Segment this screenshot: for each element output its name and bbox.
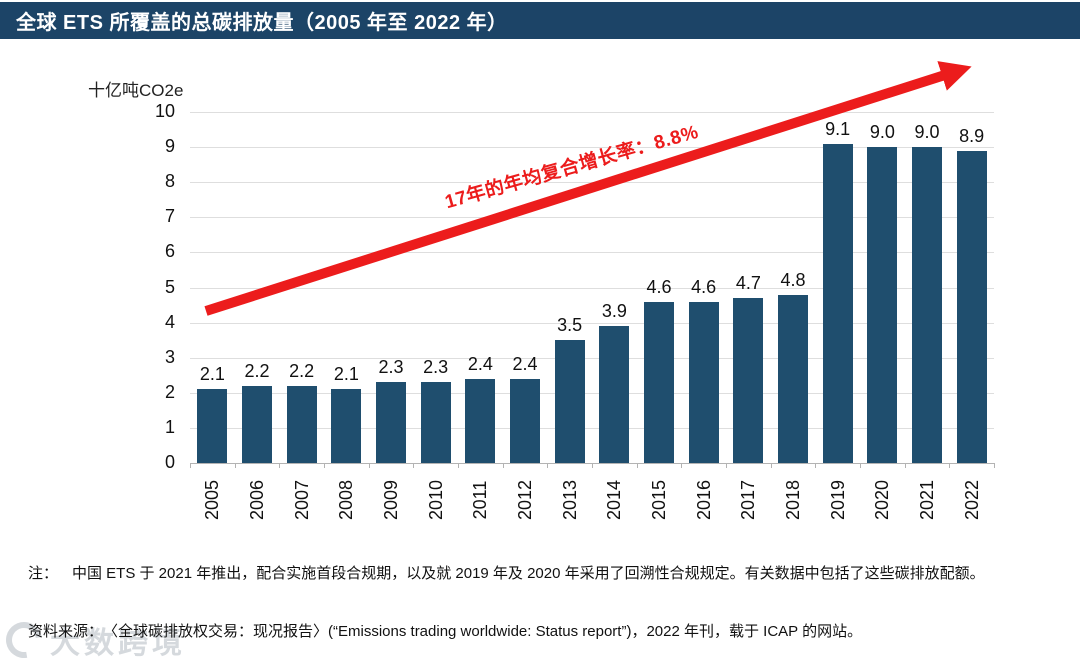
x-tick-label: 2007 [291, 479, 312, 521]
x-tick-label: 2020 [872, 479, 893, 521]
bar [688, 301, 719, 463]
bar-value-label: 2.1 [199, 364, 225, 385]
axis-tick [502, 463, 504, 468]
x-tick-label: 2022 [961, 479, 982, 521]
bar-value-label: 2.4 [467, 353, 493, 374]
x-axis-tick-labels: 2005 2006 2007 2008 2009 2010 2011 2012 2013 2014… [190, 467, 994, 539]
axis-tick [860, 463, 861, 468]
source-label: 资料来源： [28, 623, 104, 640]
y-tick-label: 5 [164, 276, 175, 297]
bar [197, 389, 228, 463]
bar-value-label: 4.8 [780, 269, 806, 290]
axis-tick [770, 463, 772, 468]
y-tick-label: 7 [164, 206, 175, 227]
x-tick-label: 2017 [738, 479, 759, 521]
x-tick-label: 2011 [470, 480, 491, 520]
y-tick-label: 9 [164, 136, 175, 157]
axis-tick [994, 463, 995, 468]
bar [644, 301, 674, 463]
bar-value-label: 2.2 [289, 360, 315, 381]
y-tick-label: 1 [164, 416, 175, 437]
bar [956, 150, 987, 463]
y-tick-label: 0 [164, 452, 175, 472]
x-tick-label: 2018 [783, 479, 803, 521]
axis-tick [413, 463, 415, 468]
axis-tick [458, 463, 459, 468]
bar [331, 389, 362, 463]
gridline [190, 357, 994, 359]
axis-tick [234, 463, 236, 468]
chart-title-bar: 全球 ETS 所覆盖的总碳排放量（2005 年至 2022 年） [0, 2, 1080, 39]
bar-value-label: 8.9 [959, 125, 985, 146]
axis-tick [681, 463, 683, 468]
axis-tick [592, 463, 593, 468]
footnote-label: 注： [28, 565, 59, 582]
axis-tick [547, 463, 549, 468]
x-tick-label: 2016 [693, 479, 714, 521]
bar-value-label: 3.9 [601, 301, 627, 322]
bar-value-label: 2.4 [512, 353, 538, 374]
x-tick-label: 2014 [604, 479, 625, 521]
x-tick-label: 2005 [202, 479, 223, 521]
y-tick-label: 3 [164, 346, 175, 367]
x-tick-label: 2009 [381, 479, 401, 521]
bar [376, 382, 406, 463]
x-tick-label: 2019 [827, 479, 848, 521]
bar [733, 298, 764, 463]
axis-tick [324, 463, 325, 468]
gridline [190, 392, 994, 394]
axis-tick [726, 463, 727, 468]
y-tick-label: 6 [164, 241, 175, 262]
x-tick-label: 2021 [917, 479, 937, 521]
bar [867, 147, 898, 463]
x-tick-label: 2015 [649, 479, 669, 521]
axis-tick [279, 463, 281, 468]
axis-tick [190, 463, 191, 468]
x-tick-label: 2008 [336, 479, 357, 521]
source-text: 〈全球碳排放权交易：现况报告〉(“Emissions trading world… [103, 623, 863, 640]
bar-value-label: 2.3 [423, 357, 449, 378]
y-tick-label: 10 [154, 101, 175, 121]
axis-tick [949, 463, 951, 468]
bar [599, 326, 630, 463]
bar [510, 378, 540, 463]
y-tick-label: 2 [164, 381, 175, 402]
source-line: 资料来源： 〈全球碳排放权交易：现况报告〉(“Emissions trading… [28, 619, 1068, 644]
y-axis-unit-label: 十亿吨CO2e [88, 81, 184, 100]
axis-tick [368, 463, 370, 468]
footnote-text: 中国 ETS 于 2021 年推出，配合实施首段合规期，以及就 2019 年及 … [72, 565, 985, 582]
x-tick-label: 2006 [247, 479, 267, 521]
axis-tick [636, 463, 638, 468]
y-tick-label: 8 [164, 171, 175, 192]
bar [554, 340, 585, 463]
bar [242, 385, 272, 463]
x-tick-label: 2013 [559, 479, 580, 521]
gridline [190, 322, 994, 324]
bar-value-label: 2.3 [378, 357, 404, 378]
y-axis-tick-labels: 0 1 2 3 4 5 6 7 8 9 10 [115, 101, 175, 472]
footnote: 注： 中国 ETS 于 2021 年推出，配合实施首段合规期，以及就 2019 … [28, 561, 1058, 586]
x-tick-label: 2012 [515, 479, 535, 521]
chart-title: 全球 ETS 所覆盖的总碳排放量（2005 年至 2022 年） [16, 12, 508, 34]
bar [912, 147, 942, 463]
bar [822, 143, 853, 463]
bar-value-label: 2.2 [244, 360, 270, 381]
gridline [190, 427, 994, 429]
axis-tick [815, 463, 817, 468]
x-tick-label: 2010 [425, 479, 446, 521]
bar [465, 378, 496, 463]
bar [420, 382, 451, 463]
bar-value-label: 2.1 [333, 364, 359, 385]
axis-tick [904, 463, 906, 468]
watermark-text: 大数跨境 [50, 627, 186, 659]
bar-value-label: 3.5 [557, 315, 583, 336]
watermark: 大数跨境 [0, 614, 186, 659]
gridline [190, 112, 994, 113]
bar [778, 294, 808, 463]
y-tick-label: 4 [164, 311, 175, 332]
bar [286, 385, 317, 463]
